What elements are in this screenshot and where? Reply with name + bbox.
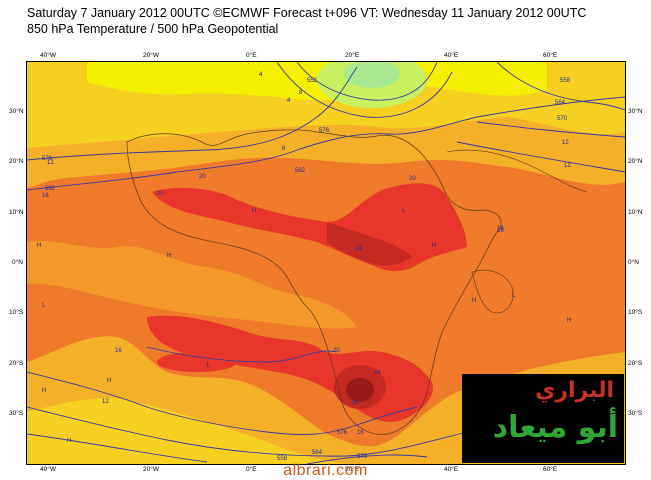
pressure-centre: H: [472, 298, 476, 304]
lat-tick-right: 10°S: [628, 309, 643, 316]
africa-coastline: [126, 129, 502, 435]
contour-label: 570: [357, 454, 368, 460]
lon-tick-bottom: 60°E: [543, 466, 558, 473]
temperature-labels: 12 16 20 20 24 20 16 12 8 4 16 20 24 16 …: [42, 72, 571, 436]
contour-label: 576: [337, 430, 348, 436]
contour-label: 28: [352, 400, 359, 406]
pressure-centre: H: [167, 253, 171, 259]
contour-label: 20: [157, 191, 164, 197]
pressure-centre: L: [402, 208, 406, 214]
lon-tick-top: 60°E: [543, 52, 558, 59]
pressure-centre: H: [432, 243, 436, 249]
contour-label: 4: [287, 98, 291, 104]
lat-tick-right: 0°N: [628, 259, 639, 266]
contour-label: 20: [199, 174, 206, 180]
lon-tick-bottom: 20°E: [345, 466, 360, 473]
pressure-centre: L: [207, 363, 211, 369]
contour-label: 12: [562, 140, 569, 146]
contour-label: 8: [282, 146, 286, 152]
lon-tick-top: 40°E: [444, 52, 459, 59]
darkest-red-south: [346, 378, 374, 402]
lon-tick-top: 0°E: [246, 52, 257, 59]
contour-label: 564: [312, 450, 323, 456]
contour-label: 570: [557, 116, 568, 122]
geopotential-labels: 576 582 564 558 552 570 576 582 576 564 …: [42, 78, 571, 462]
pressure-centre: H: [42, 388, 46, 394]
contour-label: 558: [277, 456, 288, 462]
madagascar-outline: [471, 269, 514, 314]
atlantic-orange: [27, 240, 357, 329]
cold-core-inner: [344, 62, 400, 88]
site-watermark: albrari.com: [283, 462, 368, 479]
lat-tick-left: 0°N: [12, 259, 23, 266]
pressure-centre: H: [107, 378, 111, 384]
pressure-centre: H: [567, 318, 571, 324]
lat-tick-right: 30°S: [628, 410, 643, 417]
dark-red-core-north: [327, 222, 412, 266]
contour-label: 8: [299, 90, 303, 96]
contour-label: 576: [319, 128, 330, 134]
lat-tick-right: 10°N: [628, 209, 643, 216]
lon-tick-top: 40°W: [40, 52, 56, 59]
contour-label: 16: [357, 430, 364, 436]
contour-label: 12: [47, 160, 54, 166]
contour-label: 16: [497, 228, 504, 234]
contour-label: 564: [555, 100, 566, 106]
lat-tick-right: 20°N: [628, 158, 643, 165]
pressure-centre: H: [252, 208, 256, 214]
contour-label: 16: [115, 348, 122, 354]
pressure-centre: L: [512, 293, 516, 299]
red-atlantic-streak: [157, 352, 237, 372]
lat-tick-right: 30°N: [628, 108, 643, 115]
contour-label: 24: [374, 370, 381, 376]
pressure-centre: H: [67, 438, 71, 444]
contour-label: 552: [307, 78, 318, 84]
lon-tick-bottom: 40°W: [40, 466, 56, 473]
contour-label: 12: [102, 399, 109, 405]
forecast-subtitle: 850 hPa Temperature / 500 hPa Geopotenti…: [27, 22, 279, 36]
lat-tick-left: 20°N: [9, 158, 24, 165]
contour-label: 16: [42, 193, 49, 199]
contour-label: 24: [355, 246, 362, 252]
lat-tick-left: 30°N: [9, 108, 24, 115]
logo-line-1: البراري: [535, 378, 614, 403]
lat-tick-left: 10°S: [9, 309, 24, 316]
contour-label: 20: [409, 176, 416, 182]
contour-label: 20: [333, 348, 340, 354]
pressure-centre: H: [37, 243, 41, 249]
contour-label: 576: [42, 156, 53, 162]
lat-tick-left: 10°N: [9, 209, 24, 216]
lon-tick-bottom: 0°E: [246, 466, 257, 473]
geopotential-contours: [27, 62, 625, 464]
lon-tick-top: 20°E: [345, 52, 360, 59]
lat-tick-right: 20°S: [628, 360, 643, 367]
forecast-title: Saturday 7 January 2012 00UTC ©ECMWF For…: [27, 6, 587, 20]
contour-label: 4: [259, 72, 263, 78]
south-yellow: [27, 397, 347, 464]
lon-tick-top: 20°W: [143, 52, 159, 59]
lon-tick-bottom: 20°W: [143, 466, 159, 473]
albrari-logo: البراري أبو ميعاد: [462, 374, 624, 463]
contour-label: 16: [497, 226, 504, 232]
contour-label: 582: [295, 168, 306, 174]
contour-label: 582: [45, 186, 56, 192]
lat-tick-left: 30°S: [9, 410, 24, 417]
arabia-coastline: [446, 149, 588, 193]
pressure-centre: L: [42, 303, 46, 309]
contour-label: 558: [560, 78, 571, 84]
lon-tick-bottom: 40°E: [444, 466, 459, 473]
pressure-centres: H L H H L H H L H H H L H: [37, 208, 571, 444]
logo-line-2: أبو ميعاد: [492, 410, 618, 445]
lat-tick-left: 20°S: [9, 360, 24, 367]
contour-label: 12: [564, 163, 571, 169]
